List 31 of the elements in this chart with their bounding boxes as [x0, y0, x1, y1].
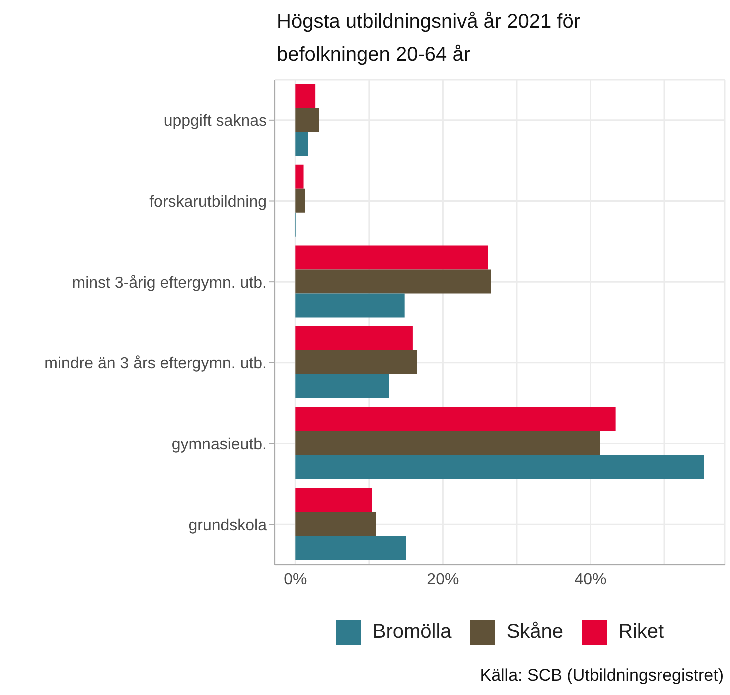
y-tick-label: gymnasieutb.: [172, 436, 267, 454]
bar: [296, 431, 600, 456]
bar: [296, 536, 406, 560]
x-tick-label: 0%: [284, 571, 308, 588]
y-tick-label: mindre än 3 års eftergymn. utb.: [44, 356, 267, 373]
bar: [296, 488, 372, 512]
bar: [296, 374, 390, 399]
legend-label: Riket: [618, 621, 664, 644]
bar: [296, 164, 304, 189]
bar: [296, 350, 418, 375]
legend-label: Bromölla: [372, 621, 452, 644]
bar: [296, 294, 405, 318]
y-tick-label: grundskola: [188, 517, 268, 534]
bar: [296, 407, 616, 432]
bar: [296, 246, 488, 270]
y-tick-label: minst 3-årig eftergymn. utb.: [72, 274, 267, 292]
bar: [296, 512, 376, 536]
legend-label: Skåne: [506, 621, 564, 644]
x-tick-label: 40%: [574, 571, 607, 588]
bar: [296, 455, 704, 480]
bar: [296, 84, 316, 108]
text: Källa: SCB (Utbildningsregistret): [480, 666, 724, 686]
x-tick-label: 20%: [427, 571, 460, 588]
bar: [296, 108, 320, 132]
y-tick-label: forskarutbildning: [150, 194, 267, 211]
chart-title: Högsta utbildningsnivå år 2021 för befolkningen 20-64 år: [277, 10, 582, 68]
bar: [296, 188, 306, 213]
y-tick-label: uppgift saknas: [164, 113, 267, 130]
bar: [296, 270, 492, 294]
bar: [296, 132, 308, 156]
bar: [296, 326, 413, 351]
